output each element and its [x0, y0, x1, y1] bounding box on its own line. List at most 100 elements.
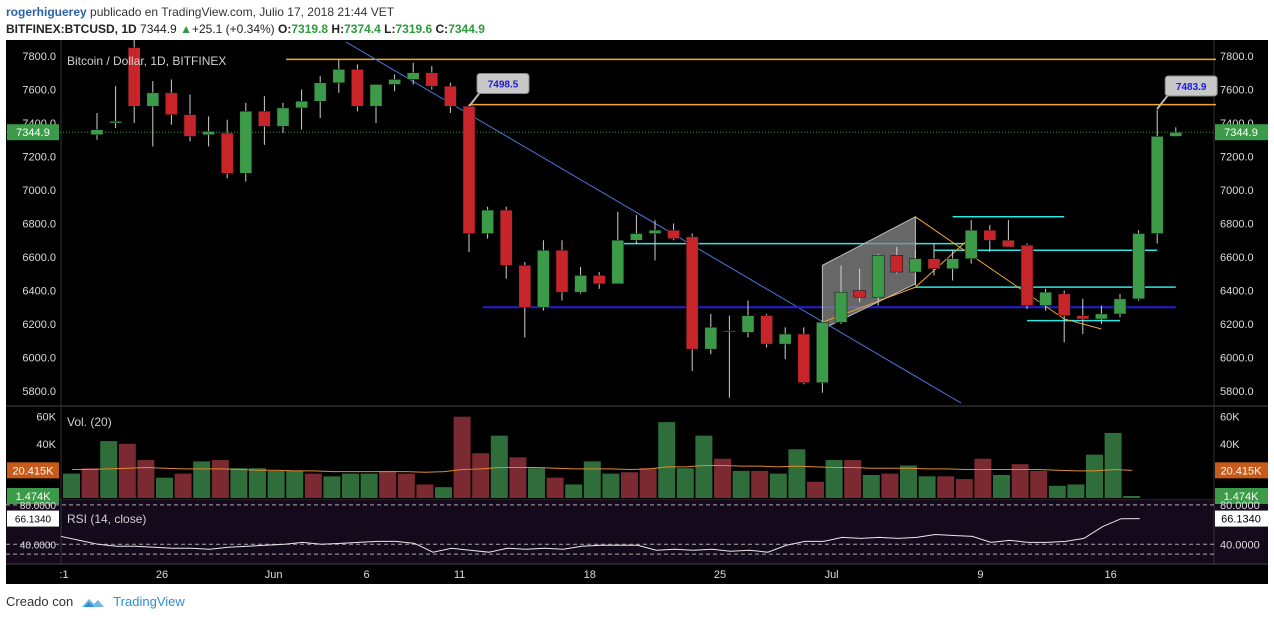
callout-value: 7483.9	[1176, 82, 1207, 93]
tradingview-brand[interactable]: TradingView	[113, 594, 185, 609]
volume-bar	[844, 460, 862, 498]
volume-value-tag-right	[1215, 488, 1268, 505]
volume-bar	[602, 473, 620, 498]
candle-body	[499, 209, 513, 266]
footer: Creado con TradingView	[6, 594, 185, 609]
candle-body	[406, 72, 420, 80]
price-tick-label-right: 6200.0	[1220, 319, 1254, 331]
candle-body	[295, 100, 308, 109]
price-tick-label-right: 7200.0	[1220, 152, 1254, 164]
chart-title: Bitcoin / Dollar, 1D, BITFINEX	[67, 54, 226, 68]
volume-bar	[583, 461, 601, 498]
low-value: 7319.6	[395, 22, 433, 36]
price-tick-label-right: 7600.0	[1220, 85, 1254, 97]
price-tick-label-left: 5800.0	[22, 386, 56, 398]
volume-bar	[993, 474, 1010, 498]
volume-value-text-right: 20.415K	[1221, 465, 1263, 477]
volume-value-text-right: 1.474K	[1224, 491, 1260, 503]
candle-body	[109, 121, 122, 124]
callout-value: 7498.5	[488, 80, 519, 91]
published-text: publicado en TradingView.com, Julio 17, …	[90, 5, 395, 19]
volume-bar	[955, 479, 973, 498]
low-label: L:	[384, 22, 396, 36]
volume-bar	[1030, 470, 1048, 498]
current-price-tag-left	[7, 124, 59, 141]
chart-area[interactable]: 7498.5 7483.9 5800.0 5800.0 6000.0 6000.0 620…	[6, 22, 1268, 584]
price-tick-label-left: 7200.0	[22, 152, 56, 164]
open-label: O:	[278, 22, 292, 36]
volume-bar	[937, 476, 955, 498]
candle-body	[648, 229, 662, 234]
candle-body	[1039, 291, 1052, 306]
volume-bar	[621, 472, 638, 498]
rsi-value-text-right: 66.1340	[1221, 514, 1261, 526]
current-price-tag-right	[1215, 124, 1268, 141]
volume-bar	[435, 487, 452, 498]
candle-body	[1113, 298, 1127, 315]
volume-bar	[509, 457, 527, 498]
time-tick-label: 25	[714, 569, 726, 581]
volume-value-tag-left	[7, 488, 59, 505]
volume-bar	[490, 435, 508, 498]
volume-bar	[695, 435, 713, 498]
volume-bar	[379, 470, 397, 498]
current-price-text-right: 7344.9	[1224, 127, 1258, 139]
ohlc-line: BITFINEX:BTCUSD, 1D 7344.9 ▲+25.1 (+0.34…	[6, 22, 485, 36]
rsi-tick-label-left: 40.0000	[20, 540, 57, 551]
candle-body	[183, 114, 197, 137]
candles-layer	[90, 22, 1183, 398]
time-tick-label: Jun	[265, 569, 283, 581]
volume-bar	[732, 470, 750, 498]
candle-body	[313, 82, 327, 102]
price-tick-label-left: 6000.0	[22, 353, 56, 365]
axes-layer: 5800.0 5800.0 6000.0 6000.0 6200.0 6200.0 6400…	[7, 51, 1268, 581]
volume-bar	[174, 473, 192, 498]
grid-layer	[6, 40, 1268, 565]
candle-body	[797, 333, 811, 383]
volume-label: Vol. (20)	[67, 415, 112, 429]
volume-bar	[472, 453, 490, 498]
candle-body	[667, 229, 680, 239]
candle-body	[741, 315, 755, 333]
rsi-tick-label-right: 40.0000	[1220, 539, 1260, 551]
price-tick-label-left: 7600.0	[22, 85, 56, 97]
author-name[interactable]: rogerhiguerey	[6, 5, 87, 19]
rsi-pane-bg	[6, 500, 1268, 564]
candle-body	[630, 233, 643, 241]
candle-body	[723, 330, 736, 332]
price-tick-label-right: 6800.0	[1220, 219, 1254, 231]
rsi-value-tag-right	[1215, 510, 1268, 527]
candle-body	[574, 275, 587, 293]
rsi-layer	[6, 504, 1214, 555]
candle-body	[555, 250, 569, 293]
volume-layer	[63, 416, 1141, 498]
candle-body	[778, 333, 792, 345]
price-tick-label-left: 7000.0	[22, 185, 56, 197]
rsi-value-text-left: 66.1340	[15, 515, 52, 526]
price-tick-label-right: 5800.0	[1220, 386, 1254, 398]
volume-bar	[193, 461, 211, 498]
callout-box	[1164, 75, 1218, 97]
volume-bar	[974, 458, 992, 498]
candle-body	[258, 111, 271, 127]
symbol-label: BITFINEX:BTCUSD, 1D	[6, 22, 137, 36]
candle-body	[685, 236, 699, 350]
candle-body	[127, 47, 141, 107]
price-tick-label-left: 6400.0	[22, 286, 56, 298]
candle-body	[909, 258, 922, 273]
volume-bar	[118, 443, 136, 498]
candle-body	[518, 265, 532, 308]
volume-bar	[323, 476, 341, 498]
time-tick-label: :1	[59, 569, 68, 581]
high-label: H:	[331, 22, 345, 36]
volume-bar	[658, 422, 676, 498]
candle-body	[537, 250, 550, 308]
volume-bar	[714, 458, 731, 498]
tradingview-logo-icon	[82, 598, 105, 607]
candle-body	[332, 69, 346, 84]
candle-body	[146, 92, 160, 107]
last-price: 7344.9	[140, 22, 177, 36]
created-with-label: Creado con	[6, 594, 74, 609]
volume-bar	[1086, 454, 1103, 498]
